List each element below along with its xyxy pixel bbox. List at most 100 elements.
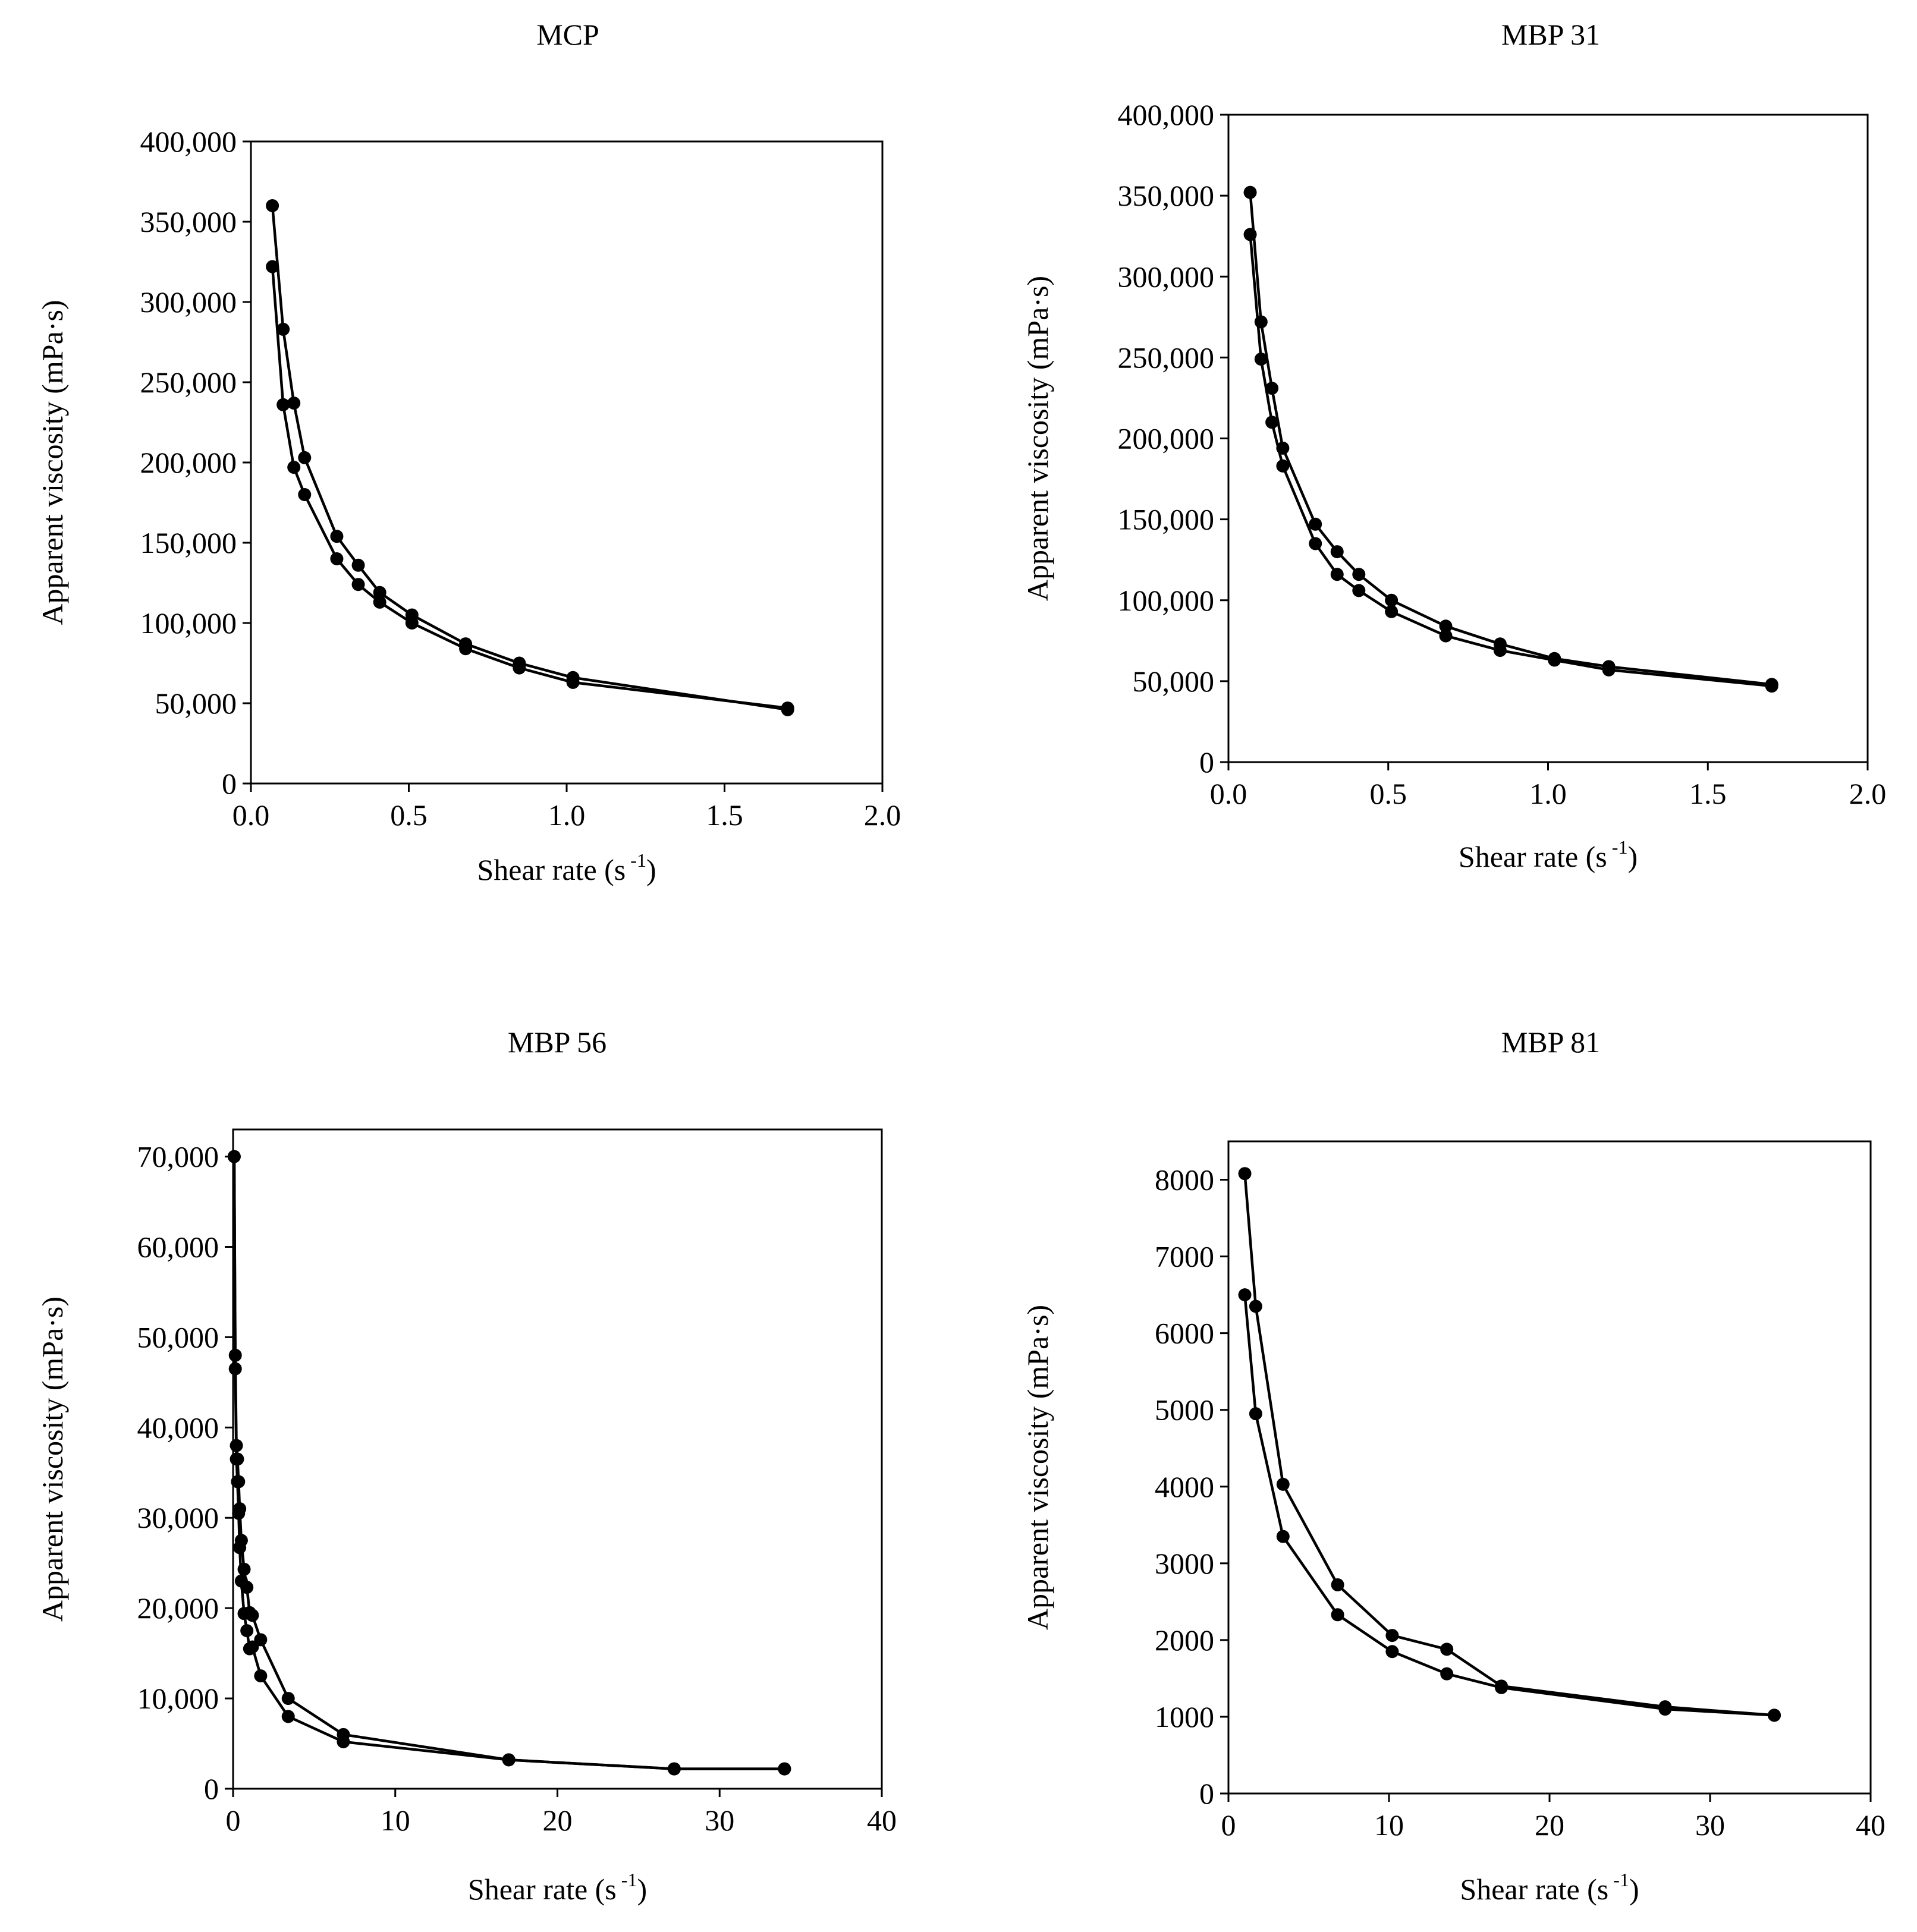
y-axis-label: Apparent viscosity (mPa·s) [36,300,69,625]
y-tick-label: 200,000 [1118,422,1215,455]
data-point-downward [1238,1288,1252,1302]
data-point-upward [1439,619,1453,633]
data-point-downward [1440,1667,1454,1681]
y-tick-label: 1000 [1155,1700,1214,1733]
x-tick-label: 0 [1221,1808,1236,1842]
x-axis-label-exponent: -1 [1612,836,1628,858]
x-axis-label-exponent: -1 [630,849,646,871]
y-tick-label: 50,000 [137,1320,219,1354]
data-point-downward [513,661,526,675]
x-axis-label-text: Shear rate (s [1459,840,1607,873]
y-tick-label: 0 [1199,745,1214,779]
y-tick-label: 6000 [1155,1317,1214,1350]
x-tick-label: 0.5 [1370,777,1407,810]
y-tick-label: 8000 [1155,1163,1214,1197]
data-point-upward [1238,1167,1252,1181]
data-point-upward [1352,568,1366,581]
x-axis-label-exponent: -1 [1613,1869,1629,1890]
y-tick-label: 10,000 [137,1682,219,1715]
x-tick-label: 0 [226,1804,241,1837]
x-tick-label: 0.5 [390,798,428,832]
data-point-downward [230,1452,243,1466]
y-tick-label: 50,000 [1133,665,1215,698]
data-point-downward [351,578,365,591]
data-point-downward [1309,537,1322,550]
x-axis-label: Shear rate (s -1) [468,1869,647,1906]
x-tick-label: 30 [1695,1808,1725,1842]
x-tick-label: 0.0 [232,798,270,832]
x-tick-label: 1.0 [548,798,586,832]
data-point-downward [1493,644,1507,657]
data-point-downward [246,1640,259,1654]
data-point-downward [228,1362,242,1376]
data-point-downward [298,488,312,501]
data-point-upward [351,558,365,572]
data-point-downward [667,1762,681,1776]
chart-title: MBP 81 [1501,1025,1600,1059]
x-tick-label: 40 [1856,1808,1885,1842]
data-point-downward [459,642,473,656]
data-point-downward [1768,1708,1781,1722]
data-point-upward [1276,1477,1290,1491]
data-point-downward [287,461,301,474]
data-point-downward [337,1735,350,1749]
y-tick-label: 20,000 [137,1591,219,1625]
x-axis-label-close: ) [1629,1873,1639,1906]
data-point-downward [234,1574,248,1588]
data-point-downward [373,595,386,609]
data-point-upward [1243,185,1257,199]
data-point-upward [1265,382,1279,395]
data-point-upward [330,530,344,543]
y-tick-label: 250,000 [1118,341,1215,374]
data-point-downward [1439,629,1453,643]
y-tick-label: 400,000 [140,125,237,158]
y-tick-label: 50,000 [155,687,237,720]
x-tick-label: 10 [381,1804,410,1837]
y-tick-label: 400,000 [1118,98,1215,131]
data-point-downward [781,701,794,715]
y-tick-label: 350,000 [1118,179,1215,212]
y-tick-label: 250,000 [140,366,237,399]
data-point-upward [373,586,386,599]
x-axis-label-exponent: -1 [621,1869,637,1890]
data-point-downward [266,260,279,273]
data-point-downward [1548,653,1561,667]
data-point-downward [1265,416,1279,429]
x-axis-label-text: Shear rate (s [1460,1873,1608,1906]
data-point-downward [1385,605,1399,618]
data-point-upward [287,397,301,410]
x-tick-label: 20 [1535,1808,1564,1842]
x-axis-label: Shear rate (s -1) [477,849,656,886]
data-point-downward [232,1506,246,1520]
chart-2: MBP 56 0 10 20 30 40 0 10,000 20,000 30,000 40,000… [36,1025,897,1906]
chart-title: MBP 31 [1501,18,1600,51]
data-point-downward [1658,1703,1672,1716]
x-tick-label: 40 [867,1804,897,1837]
x-tick-label: 30 [705,1804,734,1837]
data-point-downward [1495,1681,1508,1694]
data-point-upward [1385,593,1399,607]
data-point-downward [1243,228,1257,241]
y-axis-label: Apparent viscosity (mPa·s) [1021,276,1054,601]
x-tick-label: 1.5 [1689,777,1727,810]
data-point-downward [254,1669,268,1683]
data-point-downward [1276,459,1290,473]
x-axis-label-close: ) [637,1873,647,1906]
y-tick-label: 2000 [1155,1623,1214,1657]
y-tick-label: 3000 [1155,1547,1214,1580]
chart-0: MCP 0.0 0.5 1.0 1.5 2.0 0 50,000 100,000 150,000 2… [36,18,901,886]
y-tick-label: 4000 [1155,1470,1214,1503]
data-point-upward [1385,1629,1399,1642]
data-point-downward [1602,663,1616,676]
x-tick-label: 1.0 [1529,777,1567,810]
data-point-downward [1254,353,1268,366]
data-point-downward [233,1541,247,1555]
data-point-downward [1765,679,1778,693]
y-tick-label: 100,000 [140,606,237,640]
y-tick-label: 350,000 [140,205,237,238]
y-tick-label: 200,000 [140,446,237,479]
data-point-upward [266,199,279,212]
data-point-downward [276,398,290,411]
